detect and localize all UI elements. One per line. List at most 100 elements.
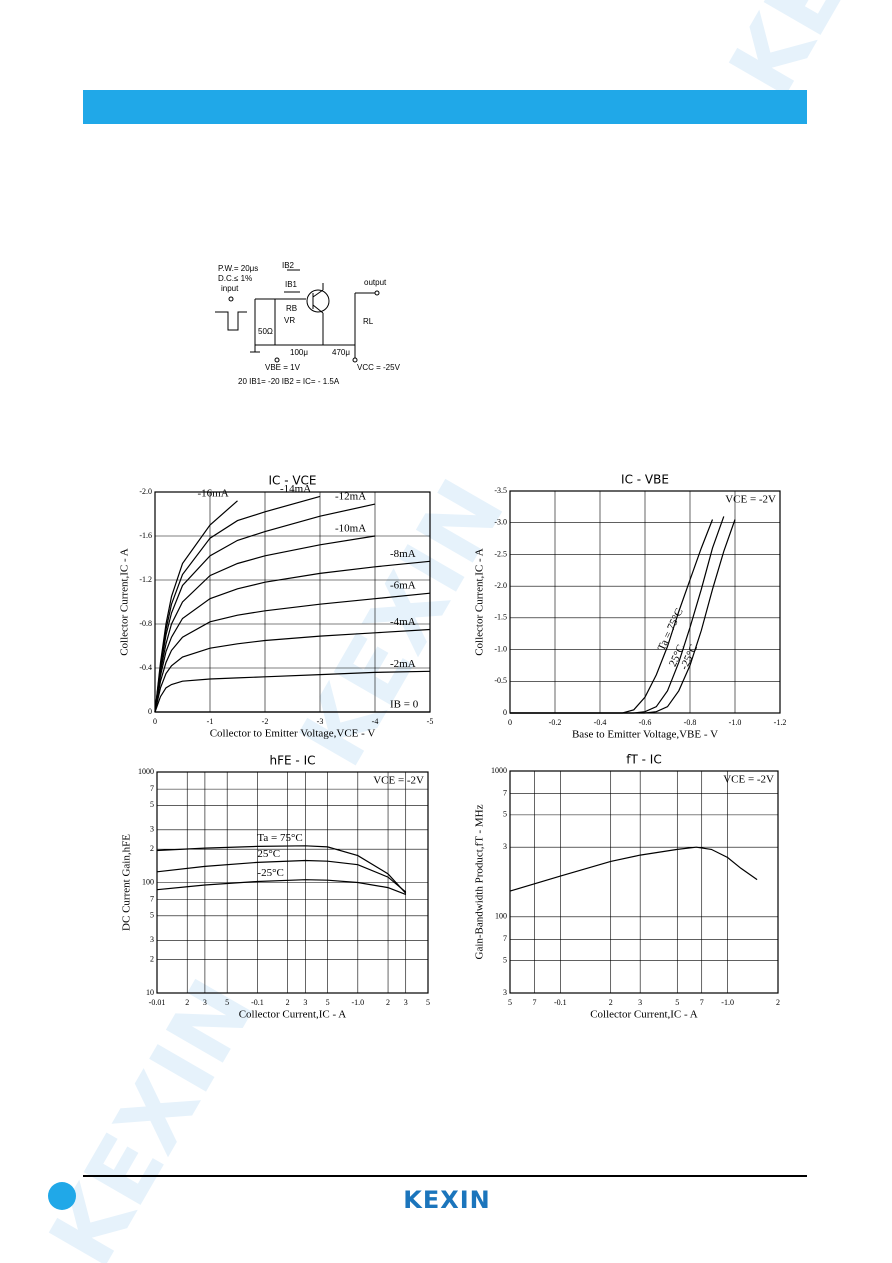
y-tick-label: -2.5	[494, 549, 507, 558]
curve	[154, 670, 431, 713]
label: D.C.≤ 1%	[218, 274, 252, 283]
y-tick-label: 10	[146, 988, 154, 997]
label: VR	[284, 316, 295, 325]
pulse	[215, 311, 247, 331]
x-tick-label: 0	[153, 717, 157, 726]
series-label: -12mA	[335, 491, 366, 503]
y-tick-label: 2	[150, 844, 154, 853]
curve	[510, 516, 725, 714]
x-tick-label: 0	[508, 718, 512, 727]
curve	[156, 859, 407, 893]
label: 20 IB1= -20 IB2 = IC= - 1.5A	[238, 377, 340, 386]
y-tick-label: 3	[150, 825, 154, 834]
x-tick-label: 7	[700, 998, 704, 1007]
series-label: -16mA	[198, 487, 229, 499]
curve	[154, 628, 431, 713]
y-axis-label: Gain-Bandwidth Product,fT - MHz	[474, 804, 486, 959]
y-tick-label: -1.6	[139, 531, 152, 540]
y-axis-label: Collector Current,IC - A	[119, 548, 131, 656]
plot-frame	[156, 771, 429, 994]
series-label: -10mA	[335, 523, 366, 535]
y-tick-label: 7	[503, 934, 507, 943]
y-tick-label: -2.0	[494, 581, 507, 590]
x-tick-label: -4	[372, 717, 379, 726]
x-tick-label: 2	[185, 998, 189, 1007]
curve	[154, 535, 376, 713]
x-tick-label: -2	[262, 717, 269, 726]
y-tick-label: -1.2	[139, 575, 152, 584]
x-tick-label: -1.0	[729, 718, 742, 727]
y-tick-label: 0	[148, 707, 152, 716]
curve	[510, 519, 736, 714]
x-tick-label: 5	[508, 998, 512, 1007]
chart-title: IC - VBE	[621, 473, 669, 487]
y-tick-label: 100	[142, 877, 154, 886]
plot-frame	[509, 770, 779, 994]
y-tick-label: 3	[503, 842, 507, 851]
label: 50Ω	[258, 327, 273, 336]
x-tick-label: -0.4	[594, 718, 607, 727]
x-tick-label: 5	[225, 998, 229, 1007]
y-tick-label: -0.8	[139, 619, 152, 628]
y-tick-label: -1.5	[494, 613, 507, 622]
transistor-collector	[312, 289, 324, 298]
chart-title: IC - VCE	[268, 474, 316, 488]
label: 470μ	[332, 348, 350, 357]
label: VCC = -25V	[357, 363, 401, 372]
series-label: -6mA	[390, 580, 416, 592]
label: P.W.= 20μs	[218, 264, 258, 273]
curve	[154, 495, 321, 713]
series-label: -25°C	[257, 867, 283, 879]
series-label: -14mA	[280, 483, 311, 495]
series-label: -8mA	[390, 548, 416, 560]
y-axis-label: DC Current Gain,hFE	[121, 834, 133, 931]
y-tick-label: 3	[150, 935, 154, 944]
label: IB1	[285, 280, 298, 289]
y-tick-label: -0.4	[139, 663, 152, 672]
transistor-emitter	[312, 304, 324, 314]
x-tick-label: 5	[675, 998, 679, 1007]
series-label: -4mA	[390, 616, 416, 628]
y-tick-label: 1000	[138, 767, 154, 776]
series-label: IB = 0	[390, 699, 419, 711]
x-tick-label: -0.8	[684, 718, 697, 727]
y-tick-label: 3	[503, 988, 507, 997]
y-tick-label: -2.0	[139, 487, 152, 496]
curve	[156, 879, 406, 895]
y-tick-label: 100	[495, 912, 507, 921]
x-tick-label: 3	[638, 998, 642, 1007]
x-tick-label: 2	[286, 998, 290, 1007]
terminal	[374, 290, 380, 296]
x-tick-label: 5	[426, 998, 430, 1007]
y-tick-label: -1.0	[494, 644, 507, 653]
y-tick-label: 0	[503, 708, 507, 717]
series-label: -2mA	[390, 658, 416, 670]
x-tick-label: -5	[427, 717, 434, 726]
label: RL	[363, 317, 374, 326]
curve	[154, 560, 431, 713]
x-tick-label: 2	[609, 998, 613, 1007]
y-tick-label: 7	[150, 784, 154, 793]
y-tick-label: 5	[503, 955, 507, 964]
annotation: VCE = -2V	[373, 775, 424, 787]
x-tick-label: 2	[386, 998, 390, 1007]
y-tick-label: 5	[150, 800, 154, 809]
x-axis-label: Collector to Emitter Voltage,VCE - V	[210, 728, 376, 740]
curve	[154, 503, 376, 713]
curve	[509, 846, 758, 892]
y-tick-label: 7	[503, 788, 507, 797]
x-tick-label: -3	[317, 717, 324, 726]
x-tick-label: 3	[203, 998, 207, 1007]
footer-logo: KEXIN	[403, 1186, 491, 1214]
terminal	[352, 357, 358, 363]
x-tick-label: -1	[207, 717, 214, 726]
label: output	[364, 278, 387, 287]
annotation: VCE = -2V	[725, 494, 776, 506]
x-tick-label: -1.2	[774, 718, 787, 727]
x-axis-label: Collector Current,IC - A	[239, 1009, 347, 1021]
curve	[510, 519, 714, 714]
x-tick-label: -1.0	[721, 998, 734, 1007]
x-axis-label: Collector Current,IC - A	[590, 1009, 698, 1021]
x-axis-label: Base to Emitter Voltage,VBE - V	[572, 729, 718, 741]
y-axis-label: Collector Current,IC - A	[474, 548, 486, 656]
